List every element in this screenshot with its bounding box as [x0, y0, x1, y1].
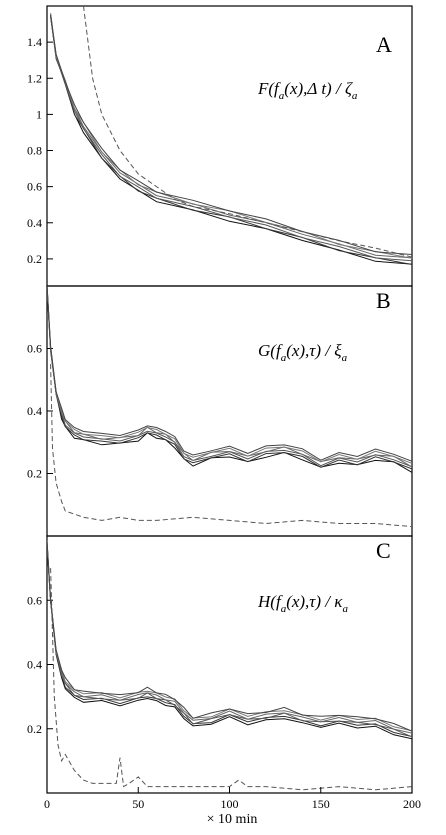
solid-series-line: [47, 543, 412, 734]
solid-series-line: [47, 286, 412, 468]
y-tick-label: 0.2: [27, 467, 42, 481]
solid-series-line: [47, 541, 412, 732]
solid-series-line: [47, 541, 412, 738]
x-tick-label: 200: [403, 797, 421, 811]
plot-area: [47, 540, 412, 791]
panel-label: C: [376, 538, 391, 563]
solid-series-line: [47, 286, 412, 462]
y-tick-label: 0.6: [27, 180, 42, 194]
y-tick-label: 0.2: [27, 722, 42, 736]
y-tick-label: 1.2: [27, 71, 42, 85]
y-tick-label: 0.4: [27, 658, 42, 672]
solid-series-line: [47, 543, 412, 737]
x-tick-label: 100: [221, 797, 239, 811]
panel-formula: G(fa(x),τ) / ξa: [258, 341, 348, 364]
solid-series-line: [50, 14, 412, 255]
solid-series-line: [47, 544, 412, 740]
x-tick-label: 150: [312, 797, 330, 811]
plot-area: [47, 286, 412, 528]
panel-b: 0.2 0.4 0.6 B G(fa(x),τ) / ξa: [27, 285, 413, 537]
panel-frame: [46, 535, 413, 794]
y-tick-label: 0.4: [27, 216, 42, 230]
y-tick-label: 1.4: [27, 35, 42, 49]
panel-c: 0.2 0.4 0.6 C H(fa(x),τ) / κa: [27, 535, 413, 794]
dashed-series-line: [50, 568, 412, 791]
solid-series-line: [47, 286, 412, 473]
solid-series-line: [50, 14, 412, 265]
x-axis-label: × 10 min: [207, 812, 258, 827]
y-tick-label: 0.2: [27, 252, 42, 266]
solid-series-line: [47, 540, 412, 732]
y-tick-label: 0.6: [27, 593, 42, 607]
x-tick-label: 0: [44, 797, 50, 811]
panel-formula: H(fa(x),τ) / κa: [257, 592, 348, 615]
solid-series-line: [47, 286, 412, 464]
panel-label: A: [376, 32, 392, 57]
y-tick-label: 0.4: [27, 404, 42, 418]
y-tick-label: 0.6: [27, 342, 42, 356]
dashed-series-line: [83, 6, 412, 258]
solid-series-line: [47, 287, 412, 470]
solid-series-line: [50, 16, 412, 265]
panel-frame: [46, 285, 413, 537]
solid-series-line: [47, 286, 412, 468]
dashed-series-line: [50, 364, 412, 528]
y-tick-label: 1: [36, 107, 42, 121]
solid-series-line: [50, 16, 412, 262]
plot-area: [50, 6, 412, 265]
panel-label: B: [376, 288, 391, 313]
panel-a: 0.2 0.4 0.6 0.8 1 1.2 1.4 A F(fa(x),Δ t) / ζa: [27, 5, 413, 287]
y-tick-label: 0.8: [27, 144, 42, 158]
panel-formula: F(fa(x),Δ t) / ζa: [257, 79, 358, 102]
x-tick-label: 50: [132, 797, 144, 811]
